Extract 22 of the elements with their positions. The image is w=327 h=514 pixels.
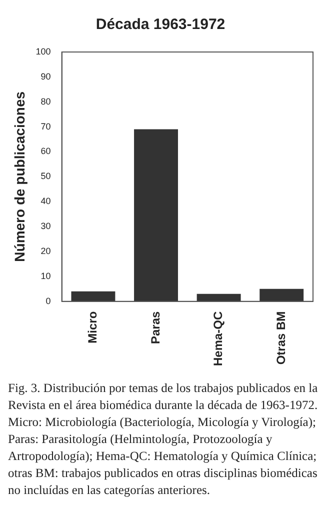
y-tick-label: 60 bbox=[40, 146, 51, 156]
y-tick-label: 100 bbox=[36, 46, 51, 56]
x-tick-label: Hema-QC bbox=[211, 310, 226, 366]
y-axis-title: Número de publicaciones bbox=[11, 91, 28, 262]
bar bbox=[196, 294, 241, 302]
y-tick-label: 20 bbox=[40, 246, 51, 256]
y-tick-label: 80 bbox=[40, 96, 51, 106]
bar bbox=[71, 291, 116, 302]
y-tick-label: 0 bbox=[46, 296, 51, 306]
y-tick-label: 50 bbox=[40, 171, 51, 182]
y-tick-label: 40 bbox=[40, 196, 51, 206]
y-tick-label: 70 bbox=[40, 121, 51, 132]
bar bbox=[134, 129, 178, 302]
y-tick-label: 10 bbox=[40, 270, 51, 281]
x-tick-label: Paras bbox=[148, 311, 162, 344]
y-tick-label: 90 bbox=[40, 71, 51, 82]
y-tick-label: 30 bbox=[40, 221, 51, 232]
chart-title: Década 1963-1972 bbox=[96, 16, 226, 34]
x-tick-label: Micro bbox=[86, 311, 100, 344]
x-tick-label: Otras BM bbox=[274, 311, 288, 365]
caption: Fig. 3. Distribución por temas de los trabajos publicados en la Revista en el área biomédica durante la década de 1963-1972. Micro: Microbiología (Bacteriología, Micología y Virología); Paras: Parasitología (Helmintología, Protozoología y Artropodología); Hema-QC: Hematología y Química Clínica; otras BM: trabajos publicados en otras disciplinas biomédicas no incluídas en las categorías anteriores. bbox=[8, 380, 319, 499]
bar bbox=[260, 288, 304, 302]
